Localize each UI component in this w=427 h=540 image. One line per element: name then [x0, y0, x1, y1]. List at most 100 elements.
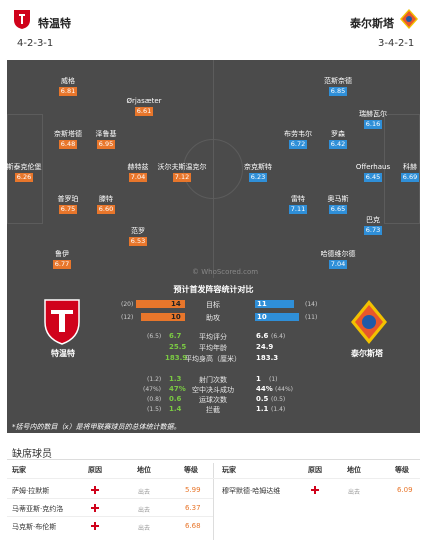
- home-value: 1.4: [169, 405, 182, 413]
- home-bar: [141, 313, 185, 321]
- away-player[interactable]: 哈德维尔德 7.04: [303, 250, 373, 269]
- divider: [7, 516, 213, 517]
- home-value: 0.6: [169, 395, 182, 403]
- status: 出去: [138, 489, 151, 496]
- player-name: 滕特: [99, 195, 113, 203]
- twente-logo-icon: [14, 10, 30, 29]
- away-player[interactable]: 雷特 7.11: [263, 195, 333, 214]
- player-name: 鲁伊: [55, 250, 69, 258]
- home-player[interactable]: 泽鲁基 6.95: [71, 130, 141, 149]
- home-prev: (1.5): [147, 406, 162, 413]
- player-name: 威格: [61, 77, 75, 85]
- player-name: 瑞赫瓦尔: [359, 110, 387, 118]
- stat-label: 平均年龄: [199, 344, 227, 352]
- home-prev: (20): [121, 301, 134, 308]
- away-bar: [255, 300, 294, 308]
- away-player[interactable]: 巴克 6.73: [338, 216, 408, 235]
- player-rating: 6.95: [96, 140, 116, 149]
- home-player[interactable]: 范罗 6.53: [103, 227, 173, 246]
- stat-label: 空中决斗成功: [192, 386, 234, 394]
- player-rating: 6.53: [128, 237, 148, 246]
- away-player[interactable]: 罗森 6.42: [303, 130, 373, 149]
- player-rating: 6.26: [14, 173, 34, 182]
- absent-title: 缺席球员: [12, 449, 52, 460]
- col-rating: 等级: [395, 466, 409, 474]
- telstar-crest-icon: [351, 300, 387, 344]
- home-value: 6.7: [169, 332, 182, 340]
- player-rating: 7.12: [172, 173, 192, 182]
- away-player[interactable]: 奈克斯特 6.23: [223, 163, 293, 182]
- away-player[interactable]: Offerhaus 6.45: [338, 163, 408, 182]
- away-value: 1.1: [256, 405, 269, 413]
- player-rating: 6.42: [328, 140, 348, 149]
- player-name: 泽鲁基: [95, 130, 117, 138]
- rating: 5.99: [185, 486, 201, 494]
- stat-label: 目标: [206, 301, 220, 309]
- rating: 6.09: [397, 486, 413, 494]
- stat-label: 平均评分: [199, 333, 227, 341]
- player-name: 巴克: [366, 216, 380, 224]
- home-team-name[interactable]: 特温特: [38, 17, 71, 30]
- player-rating: 6.72: [288, 140, 308, 149]
- player-rating: 6.81: [58, 87, 78, 96]
- col-player: 玩家: [12, 466, 26, 474]
- away-value: 6.6: [256, 332, 269, 340]
- home-player[interactable]: 威格 6.81: [33, 77, 103, 96]
- away-prev: (44%): [275, 386, 294, 393]
- away-prev: (0.5): [271, 396, 286, 403]
- home-value: 183.9: [165, 354, 188, 362]
- home-player[interactable]: 鲁伊 6.77: [27, 250, 97, 269]
- home-player[interactable]: 普罗珀 6.75: [33, 195, 103, 214]
- home-value: 1.3: [169, 375, 182, 383]
- col-rating: 等级: [184, 466, 198, 474]
- home-player[interactable]: 奈斯塔德 6.48: [33, 130, 103, 149]
- away-player[interactable]: 瑞赫瓦尔 6.16: [338, 110, 408, 129]
- home-player[interactable]: 斯泰克伦堡 6.26: [0, 163, 59, 182]
- away-prev: (1): [269, 376, 278, 383]
- player-link[interactable]: 萨姆·拉默斯: [12, 487, 50, 495]
- away-value: 0.5: [256, 395, 269, 403]
- home-value: 14: [171, 300, 181, 308]
- player-name: 雷特: [291, 195, 305, 203]
- divider: [7, 459, 420, 460]
- stats-away-team: 泰尔斯塔: [351, 349, 383, 358]
- away-prev: (11): [305, 314, 318, 321]
- player-rating: 6.65: [328, 205, 348, 214]
- home-penalty-box: [7, 114, 43, 224]
- player-name: 罗森: [331, 130, 345, 138]
- player-rating: 6.16: [363, 120, 383, 129]
- home-player[interactable]: Ørjasæter 6.61: [109, 97, 179, 116]
- home-player[interactable]: 赫特兹 7.04: [103, 163, 173, 182]
- away-value: 1: [256, 375, 261, 383]
- away-player[interactable]: 科赫 6.69: [375, 163, 427, 182]
- player-link[interactable]: 穆罕默德·哈姆达维: [222, 487, 281, 495]
- home-prev: (0.8): [147, 396, 162, 403]
- player-name: Ørjasæter: [126, 97, 162, 105]
- injury-icon: [91, 486, 99, 494]
- player-name: 奈克斯特: [244, 163, 272, 171]
- home-value: 25.5: [169, 343, 187, 351]
- away-bar: [255, 313, 299, 321]
- away-player[interactable]: 布劳韦尔 6.72: [263, 130, 333, 149]
- away-player[interactable]: 奥马斯 6.65: [303, 195, 373, 214]
- away-player[interactable]: 范斯奈德 6.85: [303, 77, 373, 96]
- status: 出去: [348, 489, 361, 496]
- player-name: 沃尔夫斯温克尔: [157, 163, 207, 171]
- home-prev: (47%): [143, 386, 162, 393]
- player-name: 赫特兹: [127, 163, 149, 171]
- injury-icon: [91, 504, 99, 512]
- stat-label: 拦截: [206, 406, 220, 414]
- player-link[interactable]: 马克斯·布伦斯: [12, 523, 57, 531]
- home-value: 10: [171, 313, 181, 321]
- col-status: 地位: [137, 466, 151, 474]
- player-link[interactable]: 马蒂亚斯·克约洛: [12, 505, 64, 513]
- stats-note-bar: *括号内的数目（x）是将甲联赛球员的总体统计数据。: [7, 420, 420, 433]
- player-rating: 6.60: [96, 205, 116, 214]
- status: 出去: [138, 507, 151, 514]
- home-player[interactable]: 滕特 6.60: [71, 195, 141, 214]
- home-player[interactable]: 沃尔夫斯温克尔 7.12: [147, 163, 217, 182]
- player-name: 奈斯塔德: [54, 130, 82, 138]
- away-value: 11: [257, 300, 267, 308]
- player-rating: 6.77: [52, 260, 72, 269]
- away-team-name[interactable]: 泰尔斯塔: [350, 17, 394, 30]
